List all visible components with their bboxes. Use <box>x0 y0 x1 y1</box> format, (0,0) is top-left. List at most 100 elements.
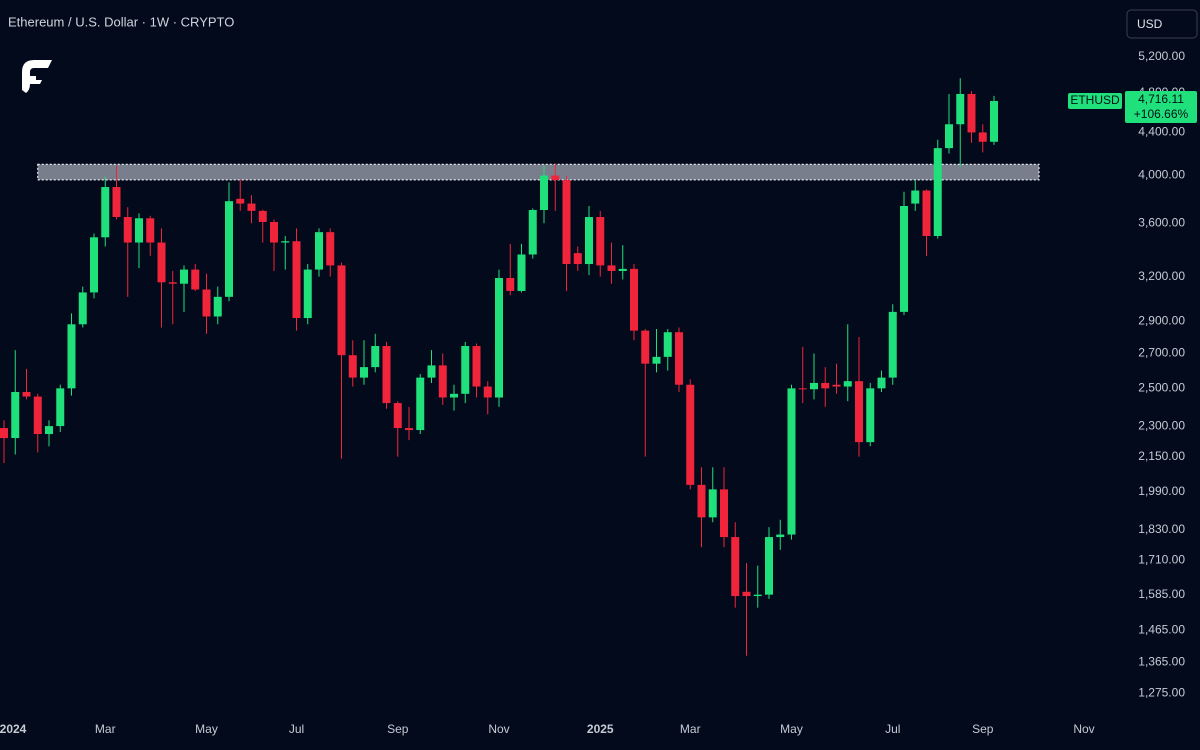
x-tick-label: Sep <box>972 722 994 736</box>
x-tick-label: Jul <box>885 722 900 736</box>
candle-body <box>393 403 402 429</box>
candle-body <box>22 391 31 397</box>
candle-body <box>78 292 87 325</box>
resistance-zone <box>37 163 1040 181</box>
y-tick-label: 1,275.00 <box>1138 685 1185 699</box>
logo-cut <box>36 72 48 80</box>
candle-body <box>495 278 503 398</box>
candle-body <box>888 311 897 378</box>
y-tick-label: 1,585.00 <box>1138 587 1185 601</box>
price-tag <box>1125 91 1197 124</box>
candle-body <box>472 346 481 387</box>
y-tick-label: 2,300.00 <box>1138 418 1185 432</box>
y-tick-label: 2,900.00 <box>1138 313 1185 327</box>
candle-body <box>978 132 987 142</box>
x-tick-label: Nov <box>488 722 509 736</box>
candle-body <box>360 367 368 378</box>
x-tick-label: May <box>195 722 218 736</box>
candle-body <box>866 388 875 443</box>
x-tick-label: 2025 <box>587 722 614 736</box>
candle-body <box>146 218 155 243</box>
candle-body <box>776 534 785 538</box>
candle-body <box>135 218 143 243</box>
price-tag-label: 4,716.11 <box>1138 92 1184 106</box>
y-tick-label: 2,500.00 <box>1138 381 1185 395</box>
candle-body <box>303 269 312 319</box>
candle-body <box>67 324 76 389</box>
candle-body <box>540 175 548 211</box>
candle-body <box>618 268 627 271</box>
candle-body <box>945 124 953 149</box>
candle-body <box>483 386 492 398</box>
candle-body <box>720 489 728 538</box>
candle-body <box>427 365 436 378</box>
x-tick-label: May <box>780 722 803 736</box>
candle-body <box>585 217 593 265</box>
candle-body <box>967 93 976 133</box>
candle-body <box>247 203 256 211</box>
y-tick-label: 4,000.00 <box>1138 168 1185 182</box>
candle-body <box>765 537 773 595</box>
candle-body <box>416 377 425 431</box>
y-tick-label: 1,830.00 <box>1138 522 1185 536</box>
candle-body <box>843 381 852 387</box>
x-tick-label: Jul <box>289 722 304 736</box>
y-tick-label: 5,200.00 <box>1138 49 1185 63</box>
candle-body <box>911 190 920 204</box>
change-tag-label: +106.66% <box>1134 107 1189 121</box>
y-tick-label: 1,710.00 <box>1138 552 1185 566</box>
candle-body <box>528 210 537 255</box>
candle-body <box>753 594 762 597</box>
y-tick-label: 3,200.00 <box>1138 269 1185 283</box>
candle-body <box>281 241 290 243</box>
candle-body <box>123 217 132 243</box>
candle-body <box>787 388 796 535</box>
candle-body <box>742 591 751 597</box>
candle-body <box>450 393 458 398</box>
currency-button-frame[interactable] <box>1126 9 1198 39</box>
y-tick-label: 2,150.00 <box>1138 449 1185 463</box>
currency-button[interactable]: USD <box>1126 9 1198 39</box>
symbol-tag <box>1068 93 1122 110</box>
candle-body <box>517 254 526 291</box>
x-tick-label: Mar <box>680 722 701 736</box>
symbol-tag-label: ETHUSD <box>1070 93 1120 107</box>
currency-button-label[interactable]: USD <box>1137 17 1163 31</box>
y-tick-label: 1,365.00 <box>1138 654 1185 668</box>
candle-body <box>225 201 233 297</box>
x-tick-label: Mar <box>95 722 116 736</box>
candle-body <box>191 269 200 290</box>
candle-body <box>900 205 908 312</box>
candle-body <box>596 217 605 266</box>
candle-body <box>33 396 42 435</box>
candle-body <box>202 289 211 317</box>
candle-body <box>663 332 672 357</box>
x-tick-label: Sep <box>387 722 409 736</box>
y-tick-label: 1,465.00 <box>1138 622 1185 636</box>
candle-body <box>686 384 695 485</box>
candle-body <box>832 384 841 387</box>
candle-body <box>45 426 53 435</box>
candle-body <box>56 388 65 427</box>
candle-body <box>258 210 267 223</box>
candle-body <box>461 346 470 394</box>
candle-body <box>573 253 582 265</box>
candle-body <box>315 232 323 270</box>
candle-body <box>922 190 931 237</box>
candle-body <box>180 269 188 284</box>
y-tick-label: 4,400.00 <box>1138 125 1185 139</box>
plot-area <box>0 78 1040 656</box>
candle-body <box>956 93 965 125</box>
candle-body <box>438 365 447 398</box>
candle-body <box>382 346 391 404</box>
candle-body <box>731 537 740 597</box>
candle-body <box>236 198 245 204</box>
candle-body <box>371 346 380 368</box>
candle-body <box>348 355 357 378</box>
candle-body <box>562 180 571 265</box>
y-tick-label: 2,700.00 <box>1138 346 1185 360</box>
candle-body <box>652 356 661 364</box>
x-tick-label: 2024 <box>0 722 27 736</box>
